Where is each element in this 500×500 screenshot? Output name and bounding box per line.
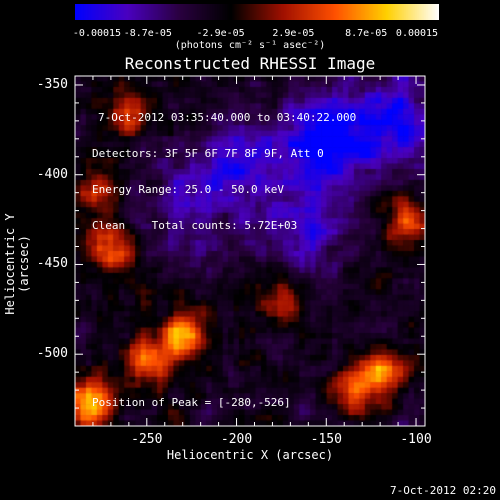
heatmap-image bbox=[75, 76, 425, 426]
time-range-text: 7-Oct-2012 03:35:40.000 to 03:40:22.000 bbox=[98, 111, 357, 124]
x-tick-label: -100 bbox=[400, 432, 432, 447]
x-tick-label: -200 bbox=[220, 432, 253, 447]
x-tick-label: -250 bbox=[131, 432, 163, 447]
x-tick-label: -150 bbox=[310, 432, 342, 447]
colorbar-tick-label: 8.7e-05 bbox=[345, 28, 388, 39]
y-tick-label: -400 bbox=[36, 166, 68, 182]
plot-frame bbox=[74, 75, 426, 427]
colorbar-tick-label: -2.9e-05 bbox=[196, 28, 245, 39]
y-tick-label: -500 bbox=[36, 346, 68, 362]
colorbar-tick-label: 2.9e-05 bbox=[272, 28, 315, 39]
colorbar-gradient bbox=[75, 4, 439, 20]
colorbar-tick-container: -0.00015 -8.7e-05 -2.9e-05 2.9e-05 8.7e-05 0.… bbox=[0, 0, 500, 40]
colorbar-tick-label: -0.00015 bbox=[72, 28, 122, 39]
x-axis-label: Heliocentric X (arcsec) bbox=[166, 448, 334, 462]
footer-date: 7-Oct-2012 02:20 bbox=[390, 484, 496, 497]
colorbar-tick-label: -8.7e-05 bbox=[123, 28, 172, 39]
detectors-text: Detectors: 3F 5F 6F 7F 8F 9F, Att 0 bbox=[92, 147, 324, 160]
y-tick-label: -350 bbox=[36, 76, 68, 92]
clean-counts-text: Clean Total counts: 5.72E+03 bbox=[92, 219, 298, 232]
y-axis-label: Heliocentric Y (arcsec) bbox=[3, 213, 31, 315]
colorbar-tick-label: 0.00015 bbox=[395, 28, 439, 39]
peak-position-text: Position of Peak = [-280,-526] bbox=[92, 396, 291, 409]
chart-title: Reconstructed RHESSI Image bbox=[124, 54, 376, 73]
energy-range-text: Energy Range: 25.0 - 50.0 keV bbox=[92, 183, 285, 196]
tick-marks bbox=[74, 76, 425, 427]
colorbar-units: (photons cm⁻² s⁻¹ asec⁻²) bbox=[174, 40, 326, 51]
y-tick-label: -450 bbox=[36, 256, 68, 272]
info-annotation: 7-Oct-2012 03:35:40.000 to 03:40:22.000 … bbox=[92, 88, 356, 244]
